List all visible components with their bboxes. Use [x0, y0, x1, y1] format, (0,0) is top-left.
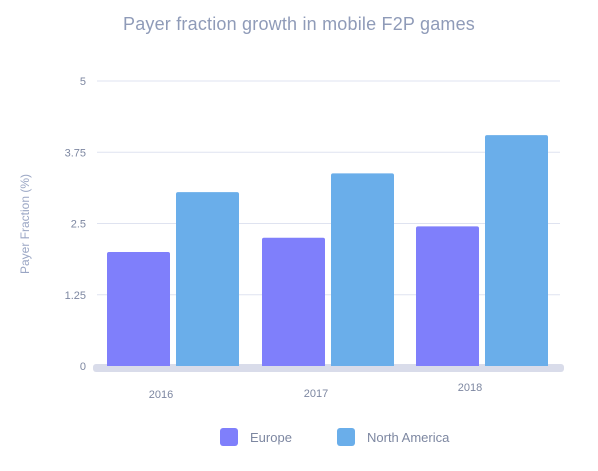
- y-tick-label: 2.5: [71, 219, 86, 231]
- bar-europe-2017[interactable]: [262, 237, 325, 366]
- x-tick-label: 2018: [458, 382, 482, 394]
- y-tick-label: 1.25: [65, 290, 86, 302]
- chart-title: Payer fraction growth in mobile F2P game…: [122, 14, 476, 34]
- x-axis-ticks: 2016 2017 2018: [149, 382, 482, 401]
- legend-swatch-north-america: [337, 428, 355, 446]
- y-tick-label: 3.75: [65, 147, 86, 159]
- legend-item-europe[interactable]: Europe: [220, 427, 292, 447]
- gridlines: [97, 80, 560, 296]
- bar-north-america-2018[interactable]: [485, 135, 548, 366]
- legend: Europe North America: [0, 427, 598, 447]
- legend-item-north-america[interactable]: North America: [337, 427, 449, 447]
- legend-swatch-europe: [220, 428, 238, 446]
- legend-label-europe: Europe: [250, 429, 292, 445]
- y-axis-label: Payer Fraction (%): [18, 174, 32, 274]
- bar-north-america-2016[interactable]: [176, 192, 239, 366]
- legend-label-north-america: North America: [367, 429, 450, 445]
- x-tick-label: 2016: [149, 389, 173, 401]
- bar-north-america-2017[interactable]: [331, 173, 394, 366]
- bar-europe-2016[interactable]: [107, 252, 170, 366]
- bars: [107, 135, 548, 366]
- y-tick-label: 0: [80, 361, 86, 373]
- y-axis-ticks: 0 1.25 2.5 3.75 5: [65, 76, 86, 373]
- bar-europe-2018[interactable]: [416, 226, 479, 366]
- y-tick-label: 5: [80, 76, 86, 88]
- x-tick-label: 2017: [304, 388, 328, 400]
